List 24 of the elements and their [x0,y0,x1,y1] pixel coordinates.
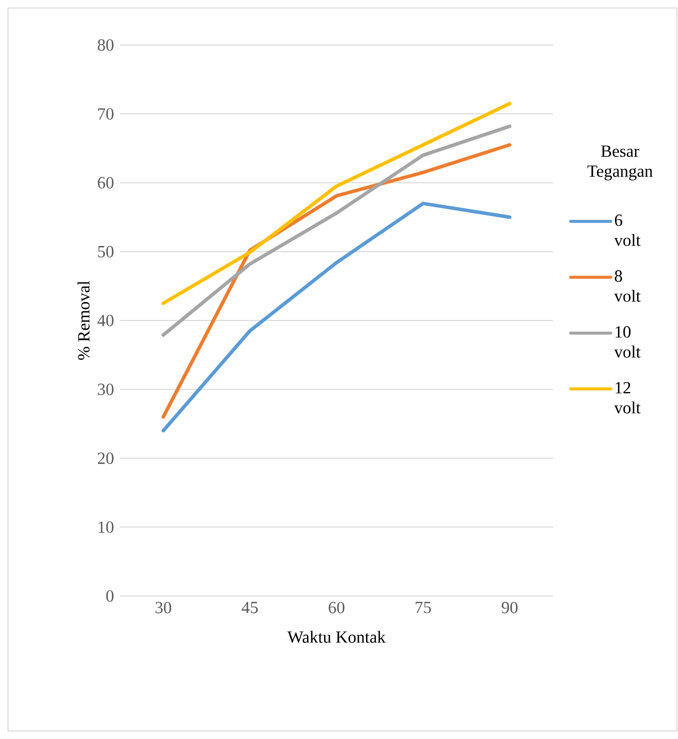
y-tick-label: 50 [98,246,114,258]
x-tick-label: 75 [416,602,431,614]
legend-label: 6 volt [614,214,641,246]
x-tick-label: 60 [328,602,344,614]
y-tick-label: 70 [98,108,114,120]
x-tick-label: 30 [156,602,172,614]
x-tick-label: 45 [242,602,258,614]
line-series [162,102,512,306]
y-tick-label: 0 [106,590,114,602]
y-tick-label: 80 [98,39,114,51]
y-tick-label: 20 [98,452,114,464]
line-series [162,202,512,432]
legend-title: Besar Tegangan [587,146,653,180]
y-tick-label: 60 [98,177,114,188]
legend-label: 10 volt [614,326,641,358]
x-axis-title: Waktu Kontak [287,630,386,643]
y-tick-label: 40 [97,314,114,326]
y-axis-title: % Removal [78,280,90,360]
legend-label: 12 volt [614,382,641,414]
legend-label: 8 volt [614,270,641,302]
x-tick-label: 90 [502,602,518,614]
y-tick-label: 10 [98,521,114,533]
line-series [162,124,512,337]
y-tick-label: 30 [98,384,114,396]
